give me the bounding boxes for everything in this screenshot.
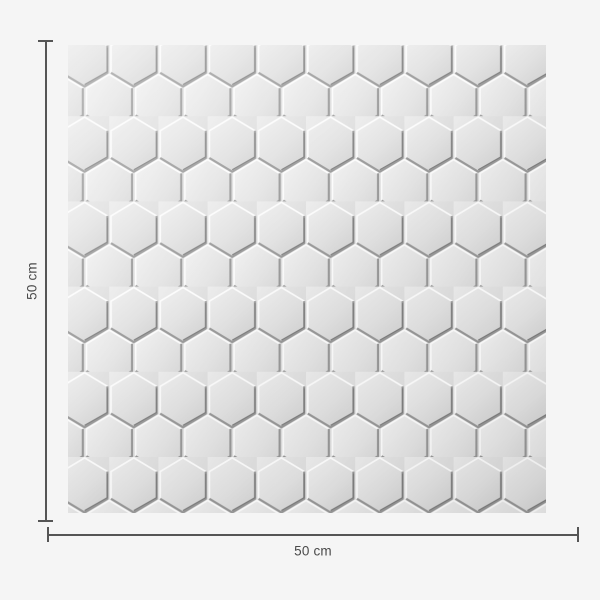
height-dimension-line: [45, 41, 47, 522]
hexagon-pattern-svg: [68, 45, 546, 513]
width-cap-right-icon: [577, 527, 579, 542]
product-image-hexagon-panel: [68, 45, 546, 513]
height-cap-bottom-icon: [38, 520, 53, 522]
width-dimension-line: [48, 534, 579, 536]
width-dimension-label: 50 cm: [294, 543, 332, 559]
height-dimension-label: 50 cm: [24, 262, 40, 300]
